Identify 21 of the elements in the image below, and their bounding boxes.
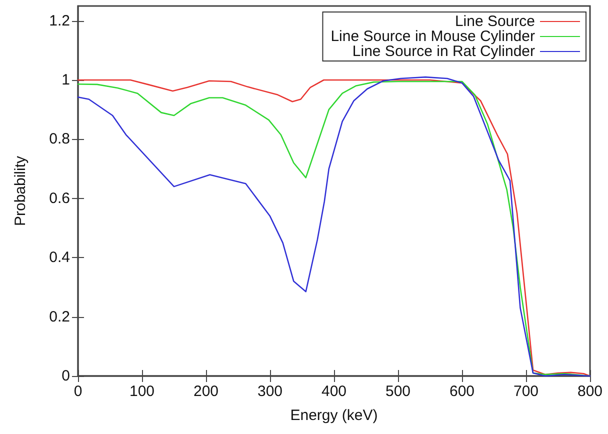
legend-label: Line Source — [454, 13, 535, 30]
y-tick-label: 1 — [62, 72, 70, 88]
x-tick-label: 500 — [385, 383, 411, 400]
x-tick-label: 400 — [321, 383, 347, 400]
x-tick-label: 0 — [74, 383, 82, 400]
x-tick-label: 300 — [257, 383, 283, 400]
x-tick-label: 100 — [129, 383, 155, 400]
x-tick-label: 700 — [513, 383, 539, 400]
y-tick-label: 0.8 — [49, 130, 70, 148]
y-axis-title: Probability — [12, 155, 29, 226]
x-tick-label: 200 — [193, 383, 219, 400]
y-tick-label: 0.4 — [49, 249, 70, 266]
legend-label: Line Source in Mouse Cylinder — [330, 28, 535, 45]
legend-label: Line Source in Rat Cylinder — [352, 43, 536, 60]
x-tick-label: 800 — [577, 383, 603, 400]
y-tick-label: 0.2 — [49, 308, 70, 326]
x-tick-label: 600 — [449, 383, 475, 400]
y-tick-label: 0 — [62, 368, 70, 384]
y-tick-label: 0.6 — [49, 190, 70, 207]
x-axis-title: Energy (keV) — [290, 407, 378, 424]
y-tick-label: 1.2 — [49, 12, 70, 30]
